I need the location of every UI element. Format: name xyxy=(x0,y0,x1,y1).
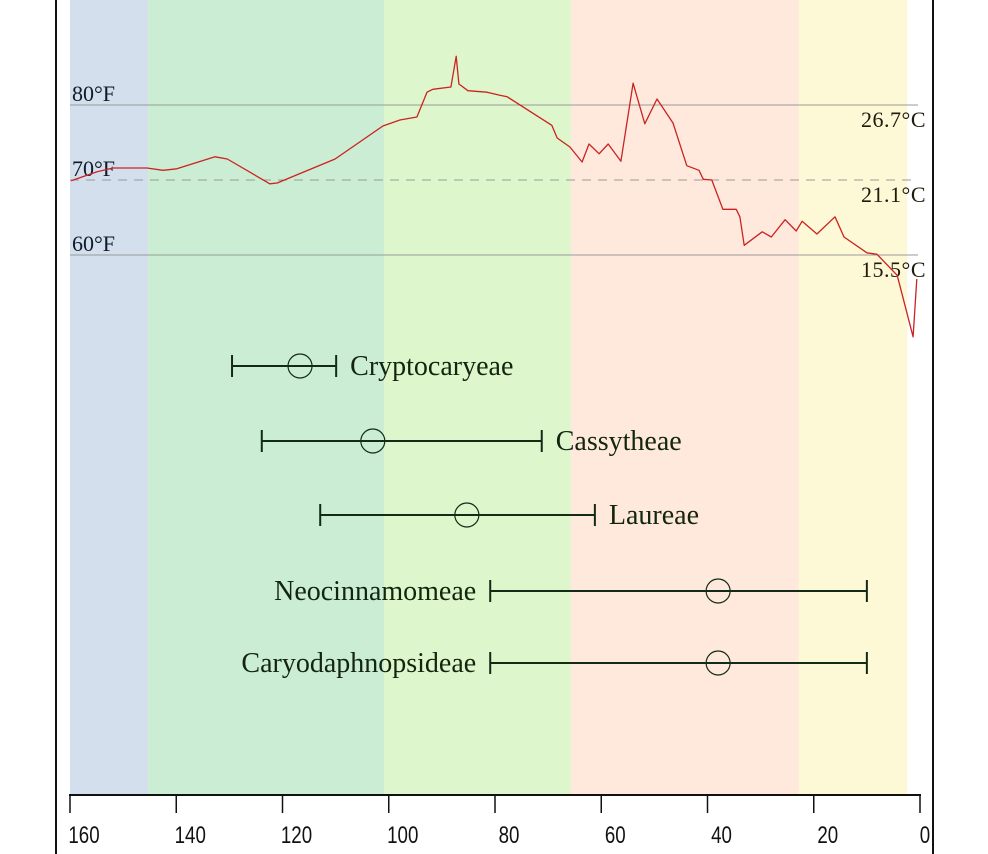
age-intervals: Cryptocaryeae Cassytheae Laureae Neocinnamo… xyxy=(231,351,868,679)
interval-caryodaphnopsideae: Caryodaphnopsideae xyxy=(241,648,868,679)
x-tick-label: 80 xyxy=(499,822,520,849)
fahrenheit-label: 70°F xyxy=(72,156,115,181)
interval-estimate-marker xyxy=(705,578,731,604)
temperature-curve xyxy=(70,55,918,338)
interval-estimate-marker xyxy=(360,428,386,454)
interval-estimate-marker xyxy=(454,502,480,528)
period-band xyxy=(148,0,384,795)
x-tick-label: 140 xyxy=(175,822,206,849)
interval-neocinnamomeae: Neocinnamomeae xyxy=(274,576,868,607)
interval-label: Cryptocaryeae xyxy=(350,351,513,382)
x-tick-label: 40 xyxy=(711,822,732,849)
x-tick-label: 60 xyxy=(605,822,626,849)
x-tick-label: 0 xyxy=(920,822,930,849)
interval-cassytheae: Cassytheae xyxy=(260,426,682,457)
interval-cryptocaryeae: Cryptocaryeae xyxy=(231,351,513,382)
celsius-label: 15.5°C xyxy=(861,257,926,282)
interval-label: Caryodaphnopsideae xyxy=(241,648,476,679)
interval-estimate-marker xyxy=(705,650,731,676)
fahrenheit-label: 60°F xyxy=(72,231,115,256)
interval-laureae: Laureae xyxy=(319,500,699,531)
celsius-label: 21.1°C xyxy=(861,182,926,207)
temperature-reference-lines: 80°F 26.7°C 70°F 21.1°C 60°F 15.5°C xyxy=(70,81,926,282)
interval-label: Laureae xyxy=(609,500,699,531)
x-tick-label: 160 xyxy=(68,822,99,849)
interval-estimate-marker xyxy=(287,353,313,379)
x-tick-label: 100 xyxy=(387,822,418,849)
period-bands xyxy=(70,0,908,795)
period-band xyxy=(70,0,149,795)
x-axis: 160 140 120 100 80 60 40 20 0 xyxy=(68,794,930,849)
interval-label: Cassytheae xyxy=(556,426,682,457)
temperature-series-line xyxy=(70,55,918,338)
period-band xyxy=(570,0,799,795)
fahrenheit-label: 80°F xyxy=(72,81,115,106)
interval-label: Neocinnamomeae xyxy=(274,576,476,607)
celsius-label: 26.7°C xyxy=(861,107,926,132)
x-tick-label: 120 xyxy=(281,822,312,849)
x-tick-label: 20 xyxy=(817,822,838,849)
